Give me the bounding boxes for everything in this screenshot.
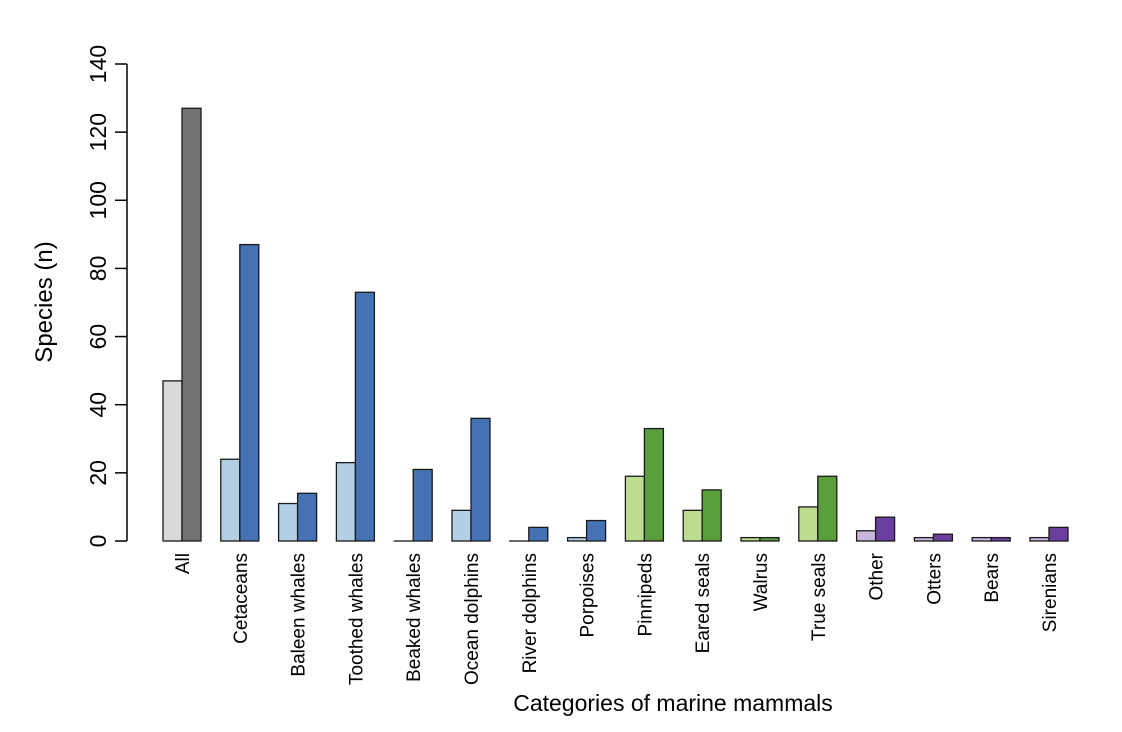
y-tick-label: 40	[85, 392, 111, 418]
y-axis-title: Species (n)	[31, 241, 58, 362]
y-tick-label: 140	[85, 45, 111, 83]
y-tick-label: 80	[85, 256, 111, 282]
x-tick-label: Porpoises	[578, 553, 599, 638]
bar-series2-9	[701, 489, 722, 542]
x-axis-title: Categories of marine mammals	[513, 690, 833, 716]
y-tick-label: 120	[85, 113, 111, 151]
bar-series2-7	[585, 519, 607, 542]
bar-series1-11	[798, 506, 819, 542]
x-tick-label: Pinnipeds	[635, 553, 656, 636]
bar-series1-0	[162, 380, 183, 542]
bar-series2-5	[470, 417, 491, 542]
x-tick-label: Walrus	[751, 553, 772, 611]
y-axis: 0 20 40 60 80 100 120 140	[85, 45, 128, 548]
bar-series2-0	[181, 107, 202, 542]
bars-group	[162, 107, 1069, 542]
bar-series2-11	[817, 475, 838, 542]
x-tick-label: Baleen whales	[289, 553, 310, 677]
x-tick-label: Beaked whales	[404, 553, 425, 682]
bar-series2-14	[990, 536, 1011, 542]
bar-series1-8	[624, 475, 646, 542]
bar-series1-10	[740, 536, 761, 542]
bar-series1-3	[335, 461, 357, 542]
y-tick-label: 20	[85, 460, 111, 486]
bar-series2-3	[354, 291, 376, 542]
x-tick-label: All	[173, 553, 194, 574]
y-tick-label: 100	[85, 181, 111, 219]
x-tick-label: Otters	[924, 553, 945, 605]
bar-series1-15	[1029, 536, 1050, 542]
x-tick-label: Cetaceans	[231, 553, 252, 644]
x-tick-label: Eared seals	[693, 553, 714, 653]
y-tick-label: 0	[85, 535, 111, 548]
bar-series1-9	[682, 509, 703, 542]
x-tick-label: River dolphins	[520, 553, 541, 673]
x-tick-labels: All Cetaceans Baleen whales Toothed whales B…	[173, 552, 1061, 685]
bar-series1-5	[451, 509, 472, 542]
x-tick-label: Toothed whales	[346, 553, 367, 685]
bar-series1-14	[971, 536, 992, 542]
bar-series2-15	[1048, 526, 1069, 542]
bar-series2-4	[412, 468, 433, 542]
y-tick-label: 60	[85, 324, 111, 350]
bar-series2-12	[874, 516, 896, 542]
bar-series1-13	[913, 536, 935, 542]
bar-series2-8	[643, 427, 665, 542]
bar-series1-2	[277, 502, 299, 542]
bar-series2-13	[932, 533, 954, 542]
x-tick-label: Bears	[982, 553, 1003, 603]
bar-series1-12	[855, 530, 877, 542]
bar-series2-6	[528, 526, 549, 542]
bar-series1-7	[566, 536, 588, 542]
bar-series2-2	[296, 492, 318, 542]
x-tick-label: Sirenians	[1040, 553, 1061, 632]
bar-series2-1	[239, 243, 260, 542]
bar-series2-10	[759, 536, 780, 542]
bar-series1-1	[220, 458, 241, 542]
x-tick-label: True seals	[809, 553, 830, 641]
x-tick-label: Ocean dolphins	[462, 553, 483, 685]
x-tick-label: Other	[867, 552, 888, 600]
